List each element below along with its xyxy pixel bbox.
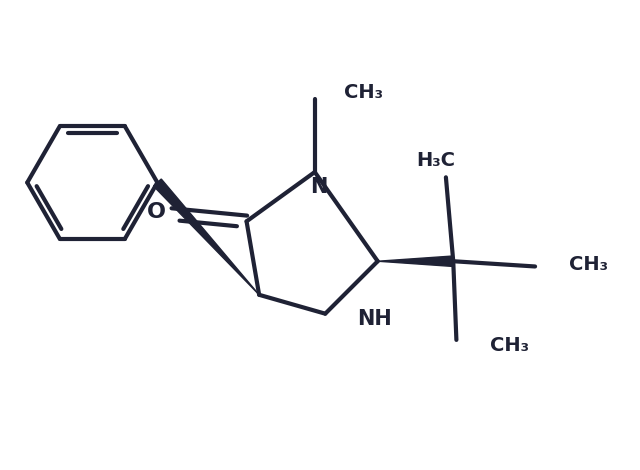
Text: CH₃: CH₃ xyxy=(490,336,529,355)
Polygon shape xyxy=(378,256,453,266)
Text: H₃C: H₃C xyxy=(416,151,455,170)
Text: O: O xyxy=(147,202,166,222)
Polygon shape xyxy=(154,179,259,295)
Text: CH₃: CH₃ xyxy=(569,255,607,274)
Text: N: N xyxy=(310,177,328,197)
Text: CH₃: CH₃ xyxy=(344,83,383,102)
Text: NH: NH xyxy=(356,309,392,329)
